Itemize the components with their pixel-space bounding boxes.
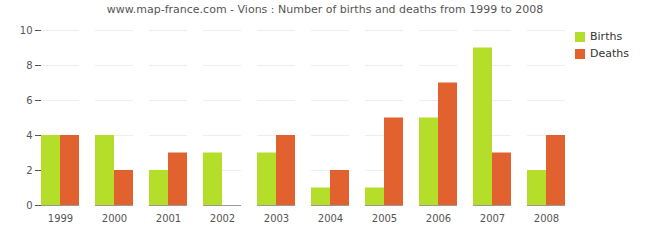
svg-text:2005: 2005: [372, 213, 397, 224]
html-text:Deaths: Deaths: [590, 47, 629, 60]
svg-text:2002: 2002: [210, 213, 235, 224]
svg-text:4: 4: [26, 130, 32, 141]
html-text:Births: Births: [590, 30, 623, 43]
svg-text:1999: 1999: [48, 213, 73, 224]
svg-text:2001: 2001: [156, 213, 181, 224]
html-text:www.map-france.com - Vions : N: www.map-france.com - Vions : Number of b…: [106, 3, 544, 16]
svg-text:2: 2: [26, 165, 32, 176]
svg-text:2006: 2006: [426, 213, 451, 224]
svg-text:0: 0: [26, 200, 32, 211]
svg-text:6: 6: [26, 95, 32, 106]
svg-text:2003: 2003: [264, 213, 289, 224]
svg-text:10: 10: [20, 25, 33, 36]
svg-text:2008: 2008: [534, 213, 559, 224]
svg-text:2004: 2004: [318, 213, 343, 224]
svg-text:2007: 2007: [480, 213, 505, 224]
svg-text:8: 8: [26, 60, 32, 71]
svg-text:2000: 2000: [102, 213, 127, 224]
